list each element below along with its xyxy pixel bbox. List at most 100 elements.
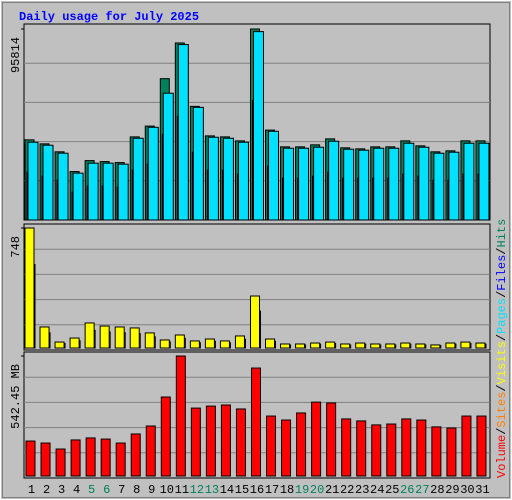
bar: [252, 31, 264, 221]
bar: [476, 415, 487, 477]
bar: [356, 420, 367, 477]
bar: [84, 322, 95, 349]
x-tick-label: 19: [295, 483, 309, 497]
bar: [250, 367, 261, 477]
x-tick-label: 24: [370, 483, 384, 497]
bar: [222, 137, 234, 221]
legend-entry: Visits: [495, 341, 509, 384]
bar: [461, 415, 472, 477]
x-tick-label: 25: [385, 483, 399, 497]
bar: [114, 326, 125, 349]
bar: [177, 44, 189, 221]
x-tick-label: 8: [133, 483, 140, 497]
bar: [328, 140, 340, 221]
bar: [326, 402, 337, 477]
bar: [430, 344, 441, 349]
bar: [341, 418, 352, 477]
bar: [358, 149, 370, 221]
bar: [370, 343, 381, 349]
bar: [400, 342, 411, 349]
bar: [235, 408, 246, 477]
bar: [174, 334, 185, 349]
x-tick-label: 10: [160, 483, 174, 497]
bar: [175, 355, 186, 477]
bar: [159, 339, 170, 349]
x-tick-label: 27: [415, 483, 429, 497]
bar: [162, 92, 174, 221]
bar: [388, 147, 400, 221]
x-tick-label: 1: [28, 483, 35, 497]
bar: [204, 338, 215, 349]
x-tick-label: 6: [103, 483, 110, 497]
bar: [55, 448, 66, 477]
legend-entry: Volume: [495, 435, 509, 478]
bar: [446, 427, 457, 477]
bar: [40, 442, 51, 477]
bar: [189, 340, 200, 349]
bar: [87, 162, 99, 221]
bar: [281, 419, 292, 477]
bar: [132, 137, 144, 221]
bar: [42, 144, 54, 221]
bar: [220, 404, 231, 477]
bar: [283, 147, 295, 221]
bar: [147, 126, 159, 221]
x-tick-label: 28: [430, 483, 444, 497]
bar: [85, 437, 96, 477]
bar: [190, 407, 201, 477]
bar: [69, 337, 80, 349]
bar: [433, 152, 445, 221]
bar: [371, 424, 382, 477]
legend-entry: Hits: [495, 219, 509, 248]
bar: [24, 227, 35, 349]
bar: [385, 343, 396, 349]
bar: [475, 342, 486, 349]
bar: [39, 326, 50, 349]
bar: [268, 130, 280, 221]
x-tick-label: 18: [280, 483, 294, 497]
bar: [237, 141, 249, 221]
bar: [99, 325, 110, 349]
bar: [386, 423, 397, 477]
x-tick-label: 12: [190, 483, 204, 497]
bar: [117, 163, 129, 221]
bar: [102, 162, 114, 221]
x-tick-label: 20: [310, 483, 324, 497]
bar: [144, 332, 155, 349]
bar: [265, 338, 276, 349]
x-tick-label: 9: [148, 483, 155, 497]
bar: [234, 335, 245, 349]
bar: [207, 136, 219, 221]
legend-entry: Pages: [495, 298, 509, 334]
bar: [463, 142, 475, 221]
bar: [310, 342, 321, 349]
bar: [311, 401, 322, 477]
bar: [129, 327, 140, 349]
chart-title: Daily usage for July 2025: [19, 10, 199, 24]
legend-separator: /: [495, 248, 509, 255]
bar: [478, 142, 490, 221]
bar: [219, 340, 230, 349]
x-tick-label: 29: [445, 483, 459, 497]
bar: [130, 433, 141, 477]
legend-separator: /: [495, 428, 509, 435]
y-tick-label: 95814: [9, 37, 23, 73]
x-tick-label: 22: [340, 483, 354, 497]
x-tick-label: 7: [118, 483, 125, 497]
bar: [448, 151, 460, 221]
bar: [249, 295, 260, 349]
bar: [145, 425, 156, 477]
x-tick-label: 2: [43, 483, 50, 497]
bar: [401, 418, 412, 477]
bar: [343, 148, 355, 221]
bar: [418, 146, 430, 221]
bar: [415, 343, 426, 349]
x-tick-label: 4: [73, 483, 80, 497]
bar: [313, 146, 325, 221]
legend: Volume/Sites/Visits/Pages/Files/Hits: [495, 219, 509, 478]
bar: [416, 419, 427, 477]
x-tick-label: 14: [220, 483, 234, 497]
bar: [72, 172, 84, 221]
